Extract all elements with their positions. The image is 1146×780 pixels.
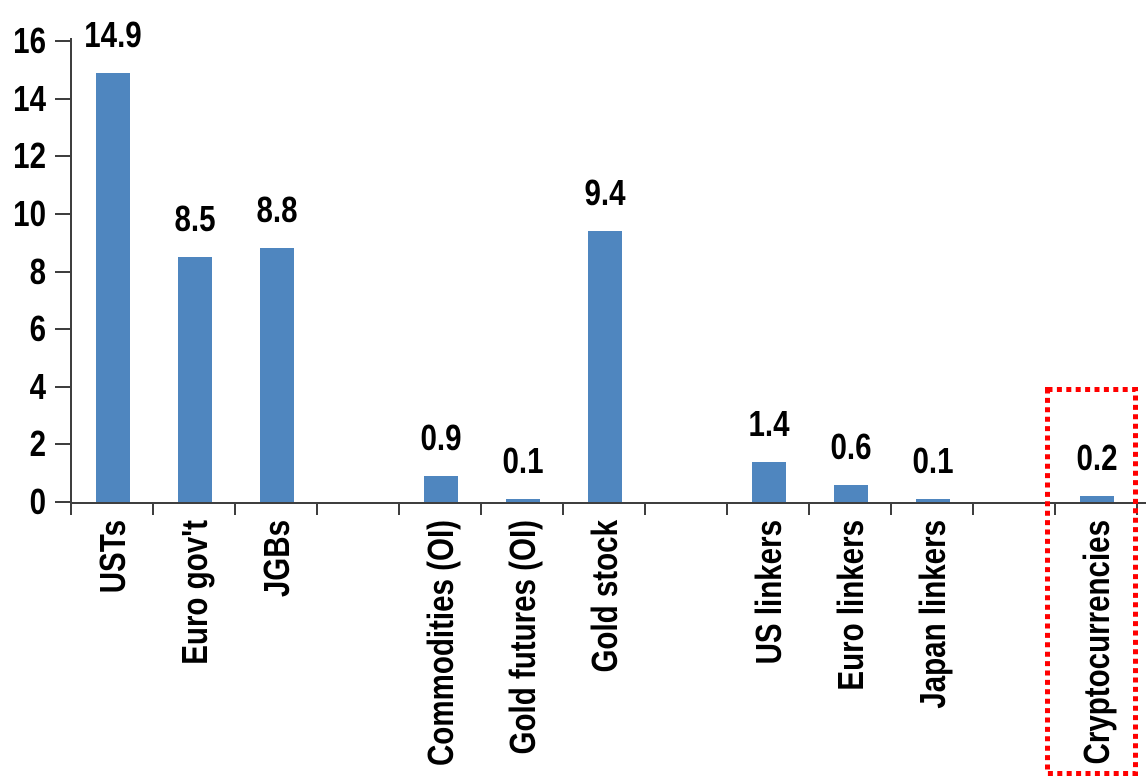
bar-commodities-oi- <box>424 476 458 502</box>
category-label: Cryptocurrencies <box>1076 520 1117 765</box>
bar-gold-stock <box>588 231 622 502</box>
x-axis-tick <box>890 504 892 515</box>
bar-euro-gov-t <box>178 257 212 502</box>
category-label: USTs <box>92 520 133 594</box>
value-label: 0.6 <box>830 426 872 467</box>
y-axis-tick-label: 12 <box>13 135 47 176</box>
bar-gold-futures-oi- <box>506 499 540 502</box>
value-label: 8.5 <box>174 198 216 239</box>
x-axis-tick <box>1054 504 1056 515</box>
y-axis-tick-label: 16 <box>13 20 47 61</box>
y-axis-tick <box>55 443 70 445</box>
y-axis-tick <box>55 40 70 42</box>
y-axis-line <box>70 38 72 504</box>
y-axis-tick-label: 0 <box>29 481 46 522</box>
x-axis-tick <box>562 504 564 515</box>
value-label: 1.4 <box>748 403 790 444</box>
category-label: JGBs <box>256 520 297 598</box>
x-axis-tick <box>152 504 154 515</box>
bar-japan-linkers <box>916 499 950 502</box>
category-label: Japan linkers <box>912 520 953 709</box>
y-axis-tick-label: 6 <box>29 308 46 349</box>
value-label: 14.9 <box>84 14 142 55</box>
y-axis-tick <box>55 328 70 330</box>
x-axis-line <box>70 502 1146 504</box>
bar-jgbs <box>260 248 294 502</box>
bar-us-linkers <box>752 462 786 502</box>
x-axis-tick <box>398 504 400 515</box>
x-axis-tick <box>1136 504 1138 515</box>
bar-usts <box>96 73 130 502</box>
value-label: 0.1 <box>502 440 544 481</box>
x-axis-tick <box>972 504 974 515</box>
category-label: Euro gov't <box>174 520 215 665</box>
value-label: 0.9 <box>420 417 462 458</box>
x-axis-tick <box>234 504 236 515</box>
category-label: Euro linkers <box>830 520 871 691</box>
y-axis-tick-label: 2 <box>29 423 46 464</box>
y-axis-tick <box>55 213 70 215</box>
y-axis-tick <box>55 501 70 503</box>
value-label: 9.4 <box>584 172 626 213</box>
y-axis-tick-label: 14 <box>13 78 47 119</box>
x-axis-tick <box>316 504 318 515</box>
x-axis-tick <box>480 504 482 515</box>
x-axis-tick <box>726 504 728 515</box>
bar-cryptocurrencies <box>1080 496 1114 502</box>
category-label: Gold stock <box>584 520 625 673</box>
x-axis-tick <box>644 504 646 515</box>
y-axis-tick <box>55 98 70 100</box>
y-axis-tick <box>55 155 70 157</box>
category-label: Gold futures (OI) <box>502 520 543 755</box>
y-axis-tick-label: 10 <box>13 193 47 234</box>
category-label: Commodities (OI) <box>420 520 461 767</box>
y-axis-tick-label: 4 <box>29 366 46 407</box>
y-axis-tick-label: 8 <box>29 251 46 292</box>
x-axis-tick <box>808 504 810 515</box>
y-axis-tick <box>55 386 70 388</box>
category-label: US linkers <box>748 520 789 665</box>
value-label: 0.2 <box>1076 437 1118 478</box>
bar-euro-linkers <box>834 485 868 502</box>
value-label: 8.8 <box>256 189 298 230</box>
x-axis-tick <box>70 504 72 515</box>
y-axis-tick <box>55 271 70 273</box>
value-label: 0.1 <box>912 440 954 481</box>
